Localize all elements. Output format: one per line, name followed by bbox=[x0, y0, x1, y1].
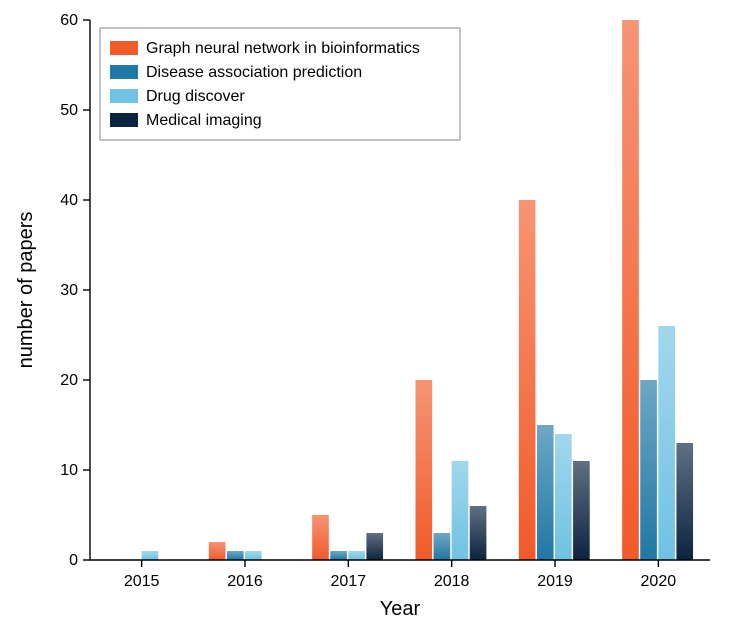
legend-label: Medical imaging bbox=[146, 112, 262, 129]
bar bbox=[470, 506, 487, 560]
bar bbox=[312, 515, 329, 560]
y-axis-label: number of papers bbox=[15, 212, 37, 369]
bar bbox=[227, 551, 244, 560]
bar bbox=[434, 533, 451, 560]
y-tick-label: 30 bbox=[60, 282, 78, 299]
legend-label: Graph neural network in bioinformatics bbox=[146, 40, 420, 57]
bar bbox=[245, 551, 262, 560]
bar bbox=[366, 533, 383, 560]
legend: Graph neural network in bioinformatics Di… bbox=[100, 28, 460, 140]
bar-chart: 0 10 20 30 40 50 60 2015 2016 2017 2018 2019 2020 Yea… bbox=[0, 0, 739, 635]
bar bbox=[142, 551, 159, 560]
x-tick-label: 2016 bbox=[227, 573, 263, 590]
bar bbox=[209, 542, 226, 560]
legend-label: Drug discover bbox=[146, 88, 245, 105]
x-tick-label: 2019 bbox=[537, 573, 573, 590]
y-ticks: 0 10 20 30 40 50 60 bbox=[60, 12, 90, 569]
legend-swatch bbox=[110, 113, 138, 127]
y-tick-label: 10 bbox=[60, 462, 78, 479]
bar bbox=[416, 380, 433, 560]
y-tick-label: 20 bbox=[60, 372, 78, 389]
y-tick-label: 60 bbox=[60, 12, 78, 29]
bar bbox=[452, 461, 469, 560]
bar bbox=[622, 20, 639, 560]
legend-label: Disease association prediction bbox=[146, 64, 362, 81]
bar bbox=[348, 551, 365, 560]
bar bbox=[676, 443, 693, 560]
y-tick-label: 40 bbox=[60, 192, 78, 209]
bar bbox=[640, 380, 657, 560]
x-tick-label: 2018 bbox=[434, 573, 470, 590]
legend-swatch bbox=[110, 89, 138, 103]
x-tick-label: 2015 bbox=[124, 573, 160, 590]
y-tick-label: 50 bbox=[60, 102, 78, 119]
x-axis-label: Year bbox=[380, 598, 421, 620]
legend-swatch bbox=[110, 65, 138, 79]
bar bbox=[573, 461, 590, 560]
bar bbox=[519, 200, 536, 560]
chart-container: 0 10 20 30 40 50 60 2015 2016 2017 2018 2019 2020 Yea… bbox=[0, 0, 739, 635]
bar bbox=[658, 326, 675, 560]
x-tick-label: 2017 bbox=[331, 573, 367, 590]
bar bbox=[555, 434, 572, 560]
y-tick-label: 0 bbox=[69, 552, 78, 569]
bar bbox=[330, 551, 347, 560]
bar bbox=[537, 425, 554, 560]
x-tick-label: 2020 bbox=[641, 573, 677, 590]
x-ticks: 2015 2016 2017 2018 2019 2020 bbox=[124, 560, 676, 590]
legend-swatch bbox=[110, 41, 138, 55]
